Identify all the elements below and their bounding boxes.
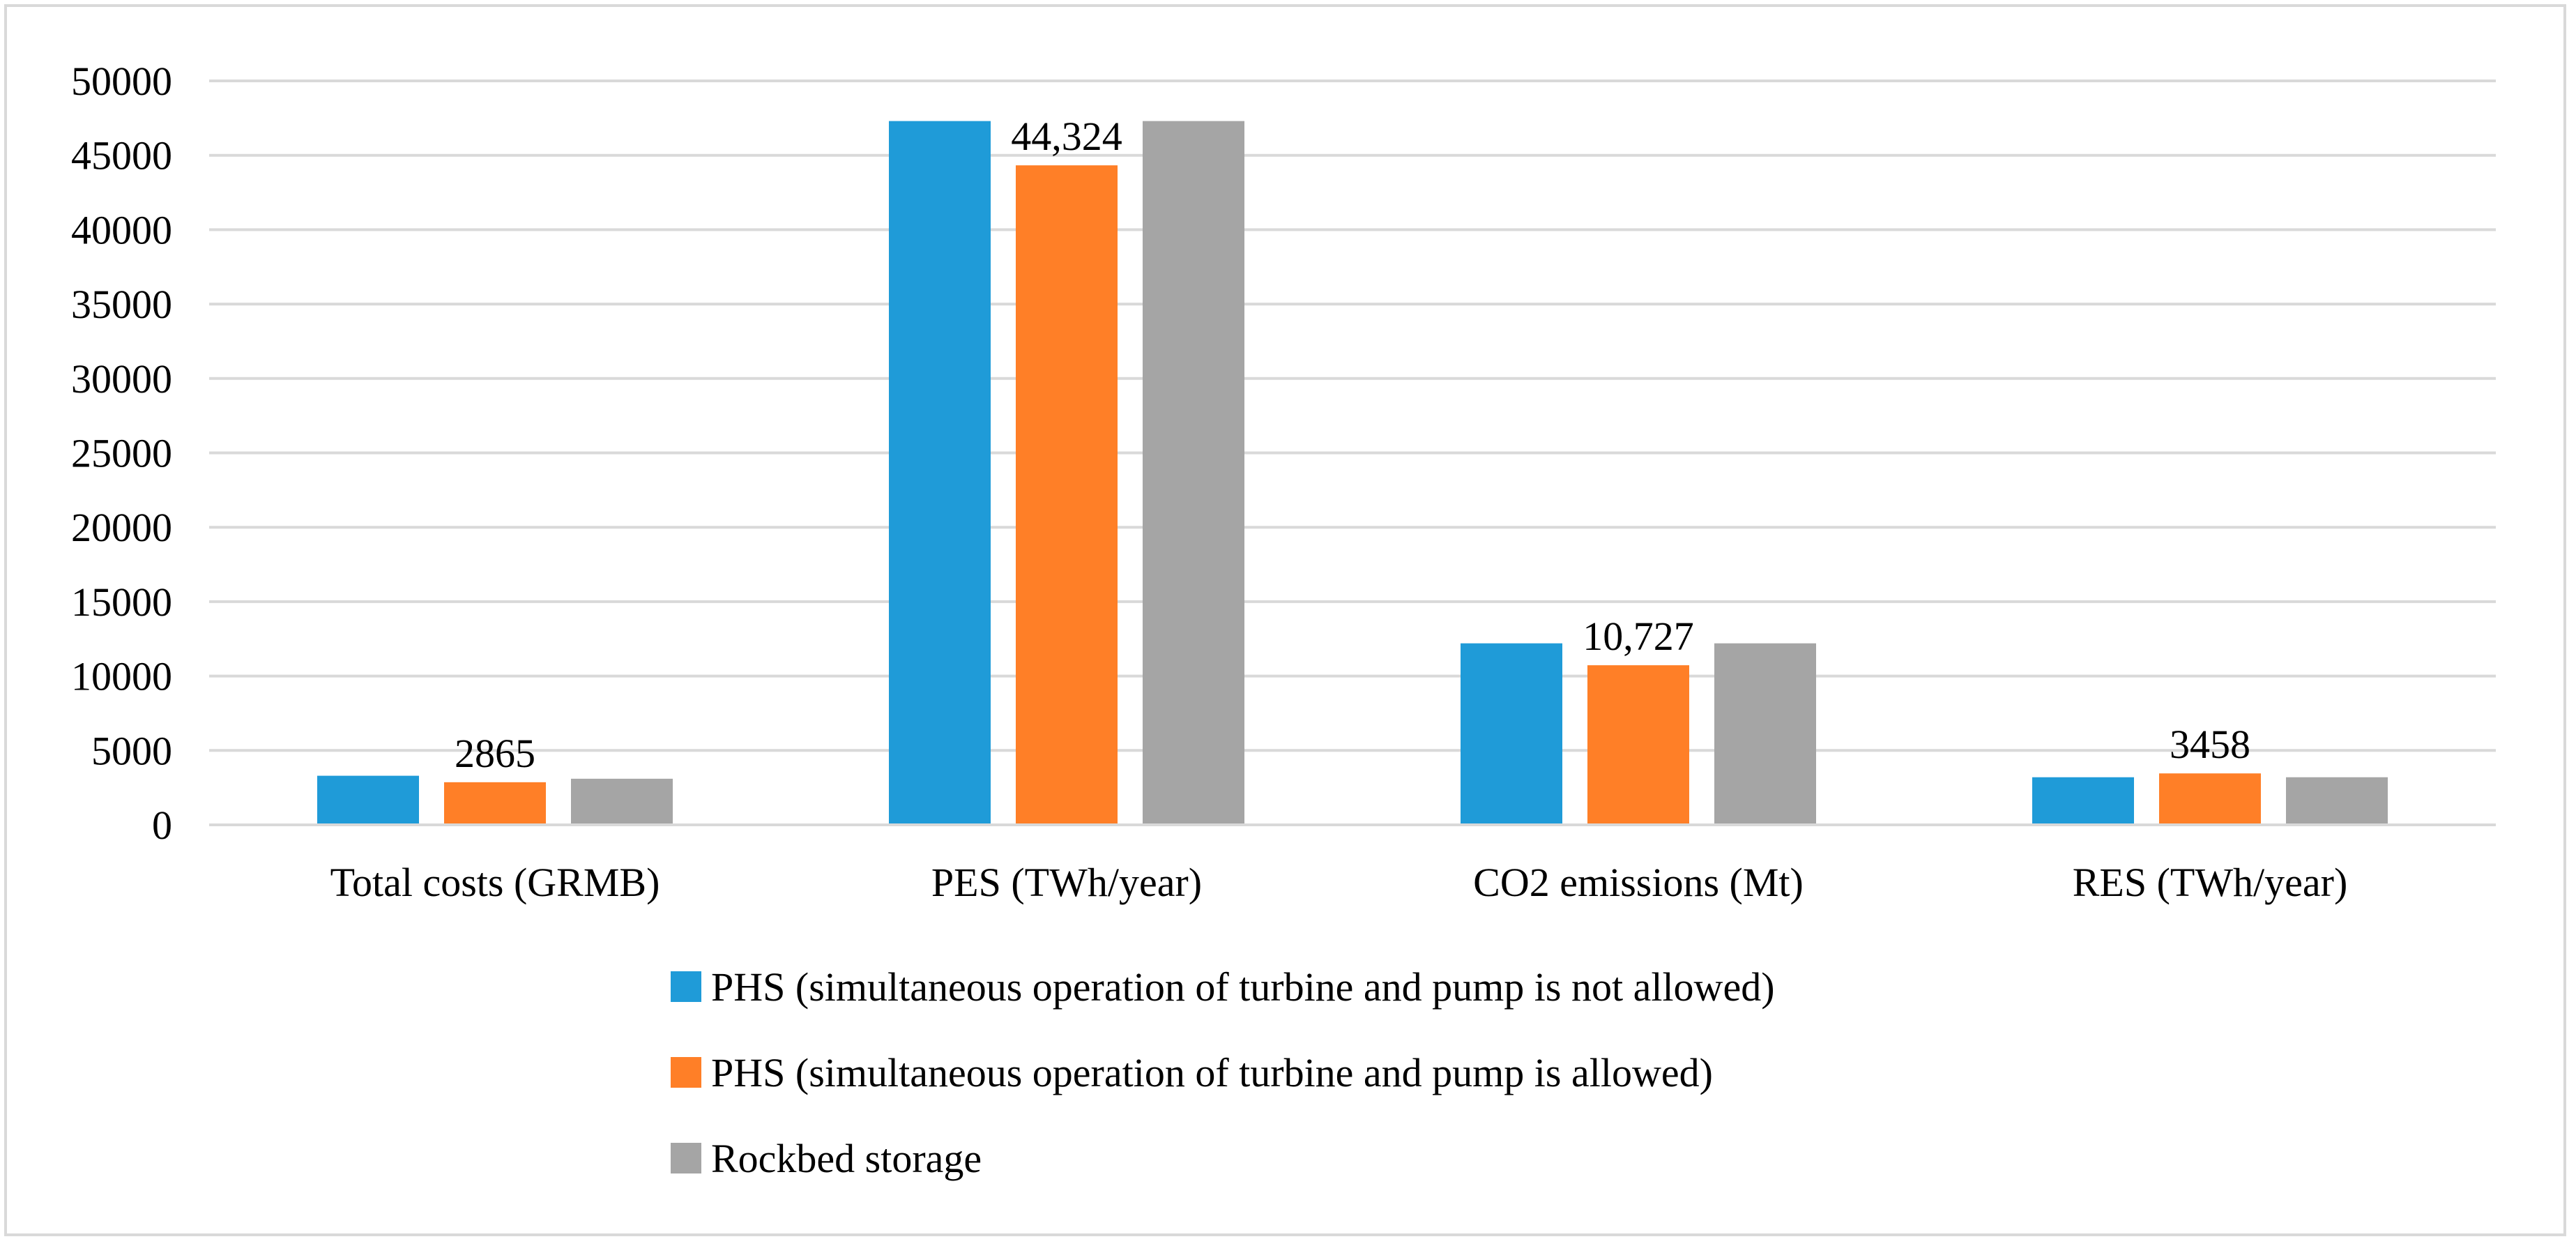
y-tick-label: 35000	[71, 282, 172, 327]
bar-3-3	[1714, 643, 1816, 825]
data-label: 44,324	[1011, 114, 1122, 159]
y-tick-label: 20000	[71, 505, 172, 550]
legend: PHS (simultaneous operation of turbine a…	[671, 964, 1775, 1181]
bar-1-2	[889, 121, 991, 826]
bar-2-2	[1016, 165, 1118, 825]
bar-2-3	[1587, 665, 1689, 825]
y-tick-label: 0	[152, 803, 172, 848]
category-label: CO2 emissions (Mt)	[1473, 860, 1804, 905]
y-tick-label: 30000	[71, 356, 172, 402]
legend-label: PHS (simultaneous operation of turbine a…	[711, 1050, 1713, 1095]
y-axis-tick-labels: 0 5000 10000 15000 20000 25000 30000 35000 40000…	[71, 59, 172, 848]
y-tick-label: 10000	[71, 654, 172, 699]
bar-3-1	[571, 778, 673, 825]
bars	[317, 121, 2388, 826]
data-label: 3458	[2170, 722, 2250, 767]
data-labels: 2865 44,324 10,727 3458	[455, 114, 2250, 776]
chart-frame	[4, 4, 2566, 1236]
legend-swatch	[671, 1143, 701, 1173]
bar-1-1	[317, 775, 419, 825]
bar-3-2	[1143, 121, 1244, 826]
gridlines	[209, 79, 2496, 752]
y-tick-label: 15000	[71, 579, 172, 625]
y-tick-label: 45000	[71, 133, 172, 178]
bar-2-4	[2159, 773, 2261, 825]
bar-2-1	[444, 782, 546, 825]
bar-1-4	[2032, 777, 2134, 825]
legend-label: PHS (simultaneous operation of turbine a…	[711, 964, 1775, 1010]
y-tick-label: 50000	[71, 59, 172, 104]
legend-item: PHS (simultaneous operation of turbine a…	[671, 1050, 1713, 1095]
legend-item: Rockbed storage	[671, 1136, 982, 1181]
bar-1-3	[1461, 643, 1562, 825]
y-tick-label: 25000	[71, 431, 172, 476]
category-labels: Total costs (GRMB) PES (TWh/year) CO2 emis…	[330, 860, 2348, 905]
legend-swatch	[671, 971, 701, 1002]
legend-item: PHS (simultaneous operation of turbine a…	[671, 964, 1775, 1010]
data-label: 2865	[455, 731, 535, 776]
category-label: RES (TWh/year)	[2073, 860, 2348, 905]
legend-label: Rockbed storage	[711, 1136, 982, 1181]
bar-3-4	[2286, 777, 2388, 825]
data-label: 10,727	[1583, 614, 1694, 659]
category-label: PES (TWh/year)	[931, 860, 1202, 905]
legend-swatch	[671, 1057, 701, 1088]
category-label: Total costs (GRMB)	[330, 860, 660, 905]
y-tick-label: 5000	[91, 728, 172, 773]
y-tick-label: 40000	[71, 207, 172, 252]
